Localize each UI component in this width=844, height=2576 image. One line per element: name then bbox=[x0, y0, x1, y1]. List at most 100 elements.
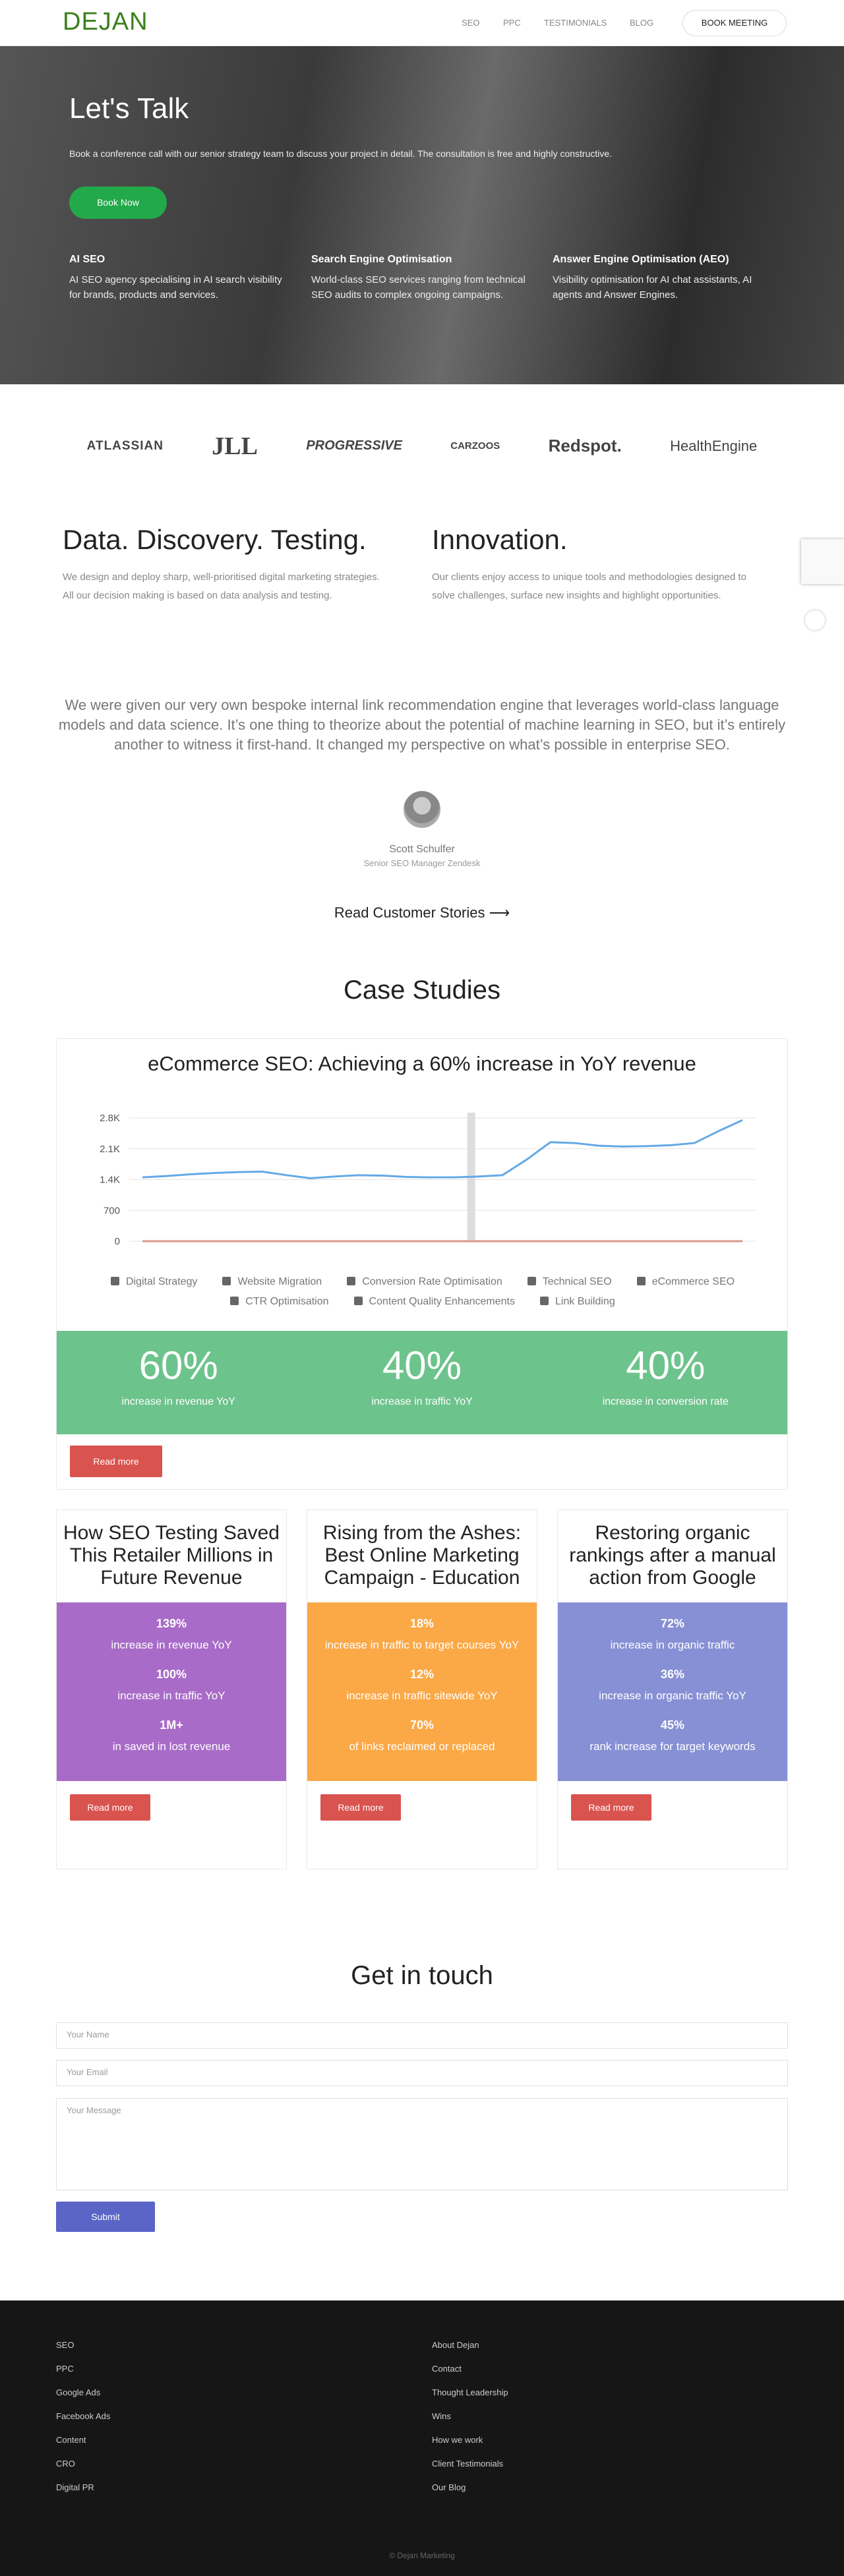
y-tick-label: 2.1K bbox=[100, 1144, 120, 1155]
footer-link[interactable]: PPC bbox=[56, 2364, 74, 2374]
hero-column: Search Engine Optimisation World-class SE… bbox=[311, 254, 529, 303]
column-text: Visibility optimisation for AI chat assi… bbox=[553, 274, 752, 301]
y-tick-label: 2.8K bbox=[100, 1113, 120, 1124]
stat: 60% increase in revenue YoY bbox=[57, 1331, 300, 1434]
stat-label: increase in traffic YoY bbox=[117, 1689, 226, 1702]
stat-label: increase in traffic sitewide YoY bbox=[346, 1689, 498, 1702]
stat-value: 70% bbox=[409, 1718, 435, 1732]
tag: Website Migration bbox=[222, 1276, 322, 1288]
tag: Content Quality Enhancements bbox=[354, 1296, 515, 1308]
column-title: Answer Engine Optimisation (AEO) bbox=[553, 254, 729, 265]
stat-value: 1M+ bbox=[160, 1718, 183, 1732]
section-title: Get in touch bbox=[351, 1961, 493, 1990]
tag: Link Building bbox=[540, 1296, 615, 1308]
stat-value: 18% bbox=[409, 1617, 435, 1630]
card-title: How SEO Testing Saved This Retailer Mill… bbox=[63, 1522, 280, 1589]
case-card: Rising from the Ashes: Best Online Marke… bbox=[307, 1509, 537, 1869]
case-cards: How SEO Testing Saved This Retailer Mill… bbox=[56, 1509, 788, 1869]
message-input[interactable]: Your Message bbox=[56, 2098, 788, 2190]
footer-link[interactable]: How we work bbox=[432, 2435, 483, 2445]
stat-label: increase in traffic to target courses Yo… bbox=[324, 1639, 520, 1651]
stat-label: in saved in lost revenue bbox=[112, 1740, 231, 1753]
card-title: Restoring organic rankings after a manua… bbox=[569, 1522, 776, 1589]
footer-link[interactable]: Content bbox=[56, 2435, 86, 2445]
tag: eCommerce SEO bbox=[637, 1276, 735, 1288]
client-logos: ATLASSIAN JLL PROGRESSIVE CARZOOS Redspot. He… bbox=[0, 384, 844, 508]
stat-value: 36% bbox=[660, 1668, 685, 1681]
email-input[interactable]: Your Email bbox=[56, 2060, 788, 2086]
column-title: AI SEO bbox=[69, 254, 106, 265]
stat-value: 72% bbox=[660, 1617, 685, 1630]
tag: CTR Optimisation bbox=[230, 1296, 328, 1308]
tag: Digital Strategy bbox=[111, 1276, 198, 1288]
scroll-top-button[interactable] bbox=[805, 610, 825, 630]
stat: 40% increase in traffic YoY bbox=[300, 1331, 543, 1434]
logo: Redspot. bbox=[548, 436, 622, 455]
logo[interactable]: DEJAN bbox=[63, 8, 148, 36]
column-text: AI SEO agency specialising in AI search … bbox=[69, 274, 282, 301]
case-card: Restoring organic rankings after a manua… bbox=[557, 1509, 788, 1869]
book-now-button[interactable]: Book Now bbox=[69, 187, 167, 219]
stat-value: 12% bbox=[409, 1668, 435, 1681]
logo: CARZOOS bbox=[450, 440, 500, 452]
name-input[interactable]: Your Name bbox=[56, 2022, 788, 2049]
card-stats: 139% increase in revenue YoY 100% increase … bbox=[57, 1602, 286, 1781]
stat-label: increase in revenue YoY bbox=[111, 1639, 232, 1651]
footer-link[interactable]: Digital PR bbox=[56, 2482, 94, 2492]
column-title: Search Engine Optimisation bbox=[311, 254, 452, 265]
stat-value: 40% bbox=[382, 1343, 462, 1388]
footer-link[interactable]: Thought Leadership bbox=[432, 2387, 508, 2397]
book-meeting-button[interactable]: BOOK MEETING bbox=[682, 10, 787, 36]
footer-link[interactable]: CRO bbox=[56, 2459, 75, 2469]
nav-link[interactable]: TESTIMONIALS bbox=[544, 18, 607, 28]
card-title: Rising from the Ashes: Best Online Marke… bbox=[322, 1522, 522, 1589]
section-title: Case Studies bbox=[344, 976, 500, 1005]
stat-value: 100% bbox=[156, 1668, 187, 1681]
stat-value: 45% bbox=[660, 1718, 685, 1732]
nav-link[interactable]: BLOG bbox=[630, 18, 654, 28]
read-more-button[interactable]: Read more bbox=[571, 1794, 651, 1821]
y-tick-label: 700 bbox=[104, 1205, 120, 1216]
footer-column: SEO PPC Google Ads Facebook Ads Content CRO Di… bbox=[56, 2340, 110, 2506]
stats: 60% increase in revenue YoY 40% increase in… bbox=[57, 1331, 787, 1434]
hero: Let's Talk Book a conference call with o… bbox=[0, 46, 844, 384]
card-stats: 18% increase in traffic to target courses… bbox=[307, 1602, 537, 1781]
line bbox=[142, 1119, 743, 1179]
stat-label: of links reclaimed or replaced bbox=[349, 1740, 495, 1753]
y-tick-label: 0 bbox=[115, 1236, 120, 1247]
tag: Conversion Rate Optimisation bbox=[347, 1276, 502, 1288]
card-stats: 72% increase in organic traffic 36% increas… bbox=[558, 1602, 787, 1781]
submit-button[interactable]: Submit bbox=[56, 2202, 155, 2232]
footer-column: About Dejan Contact Thought Leadership Wins… bbox=[432, 2340, 508, 2506]
footer-link[interactable]: About Dejan bbox=[432, 2340, 479, 2350]
nav-link[interactable]: SEO bbox=[462, 18, 480, 28]
stat-label: increase in revenue YoY bbox=[121, 1396, 235, 1407]
header: DEJAN SEO PPC TESTIMONIALS BLOG BOOK MEE… bbox=[0, 0, 844, 46]
tags: Digital Strategy Website Migration Convers… bbox=[83, 1276, 762, 1308]
footer-link[interactable]: SEO bbox=[56, 2340, 75, 2350]
footer-link[interactable]: Our Blog bbox=[432, 2482, 466, 2492]
hero-column: Answer Engine Optimisation (AEO) Visibili… bbox=[553, 254, 770, 303]
logo: HealthEngine bbox=[670, 437, 758, 454]
read-more-button[interactable]: Read more bbox=[320, 1794, 401, 1821]
read-more-button[interactable]: Read more bbox=[70, 1794, 150, 1821]
footer-link[interactable]: Client Testimonials bbox=[432, 2459, 504, 2469]
footer-link[interactable]: Wins bbox=[432, 2411, 451, 2421]
nav-link[interactable]: PPC bbox=[503, 18, 521, 28]
case-title: eCommerce SEO: Achieving a 60% increase … bbox=[148, 1052, 696, 1075]
read-more-button[interactable]: Read more bbox=[70, 1446, 162, 1477]
testimonial-name: Scott Schulfer bbox=[389, 844, 455, 855]
logo: PROGRESSIVE bbox=[306, 438, 402, 453]
stat-label: rank increase for target keywords bbox=[589, 1740, 756, 1753]
footer: SEO PPC Google Ads Facebook Ads Content CRO Di… bbox=[0, 2300, 844, 2576]
feature-text: We design and deploy sharp, well-priorit… bbox=[63, 571, 380, 601]
customer-stories-link[interactable]: Read Customer Stories ⟶ bbox=[334, 904, 510, 921]
tag: Technical SEO bbox=[528, 1276, 612, 1288]
footer-link[interactable]: Contact bbox=[432, 2364, 462, 2374]
footer-link[interactable]: Facebook Ads bbox=[56, 2411, 111, 2421]
hero-subtitle: Book a conference call with our senior s… bbox=[69, 148, 613, 159]
feature-title: Data. Discovery. Testing. bbox=[63, 524, 367, 555]
footer-link[interactable]: Google Ads bbox=[56, 2387, 101, 2397]
testimonial-role: Senior SEO Manager Zendesk bbox=[363, 858, 481, 868]
